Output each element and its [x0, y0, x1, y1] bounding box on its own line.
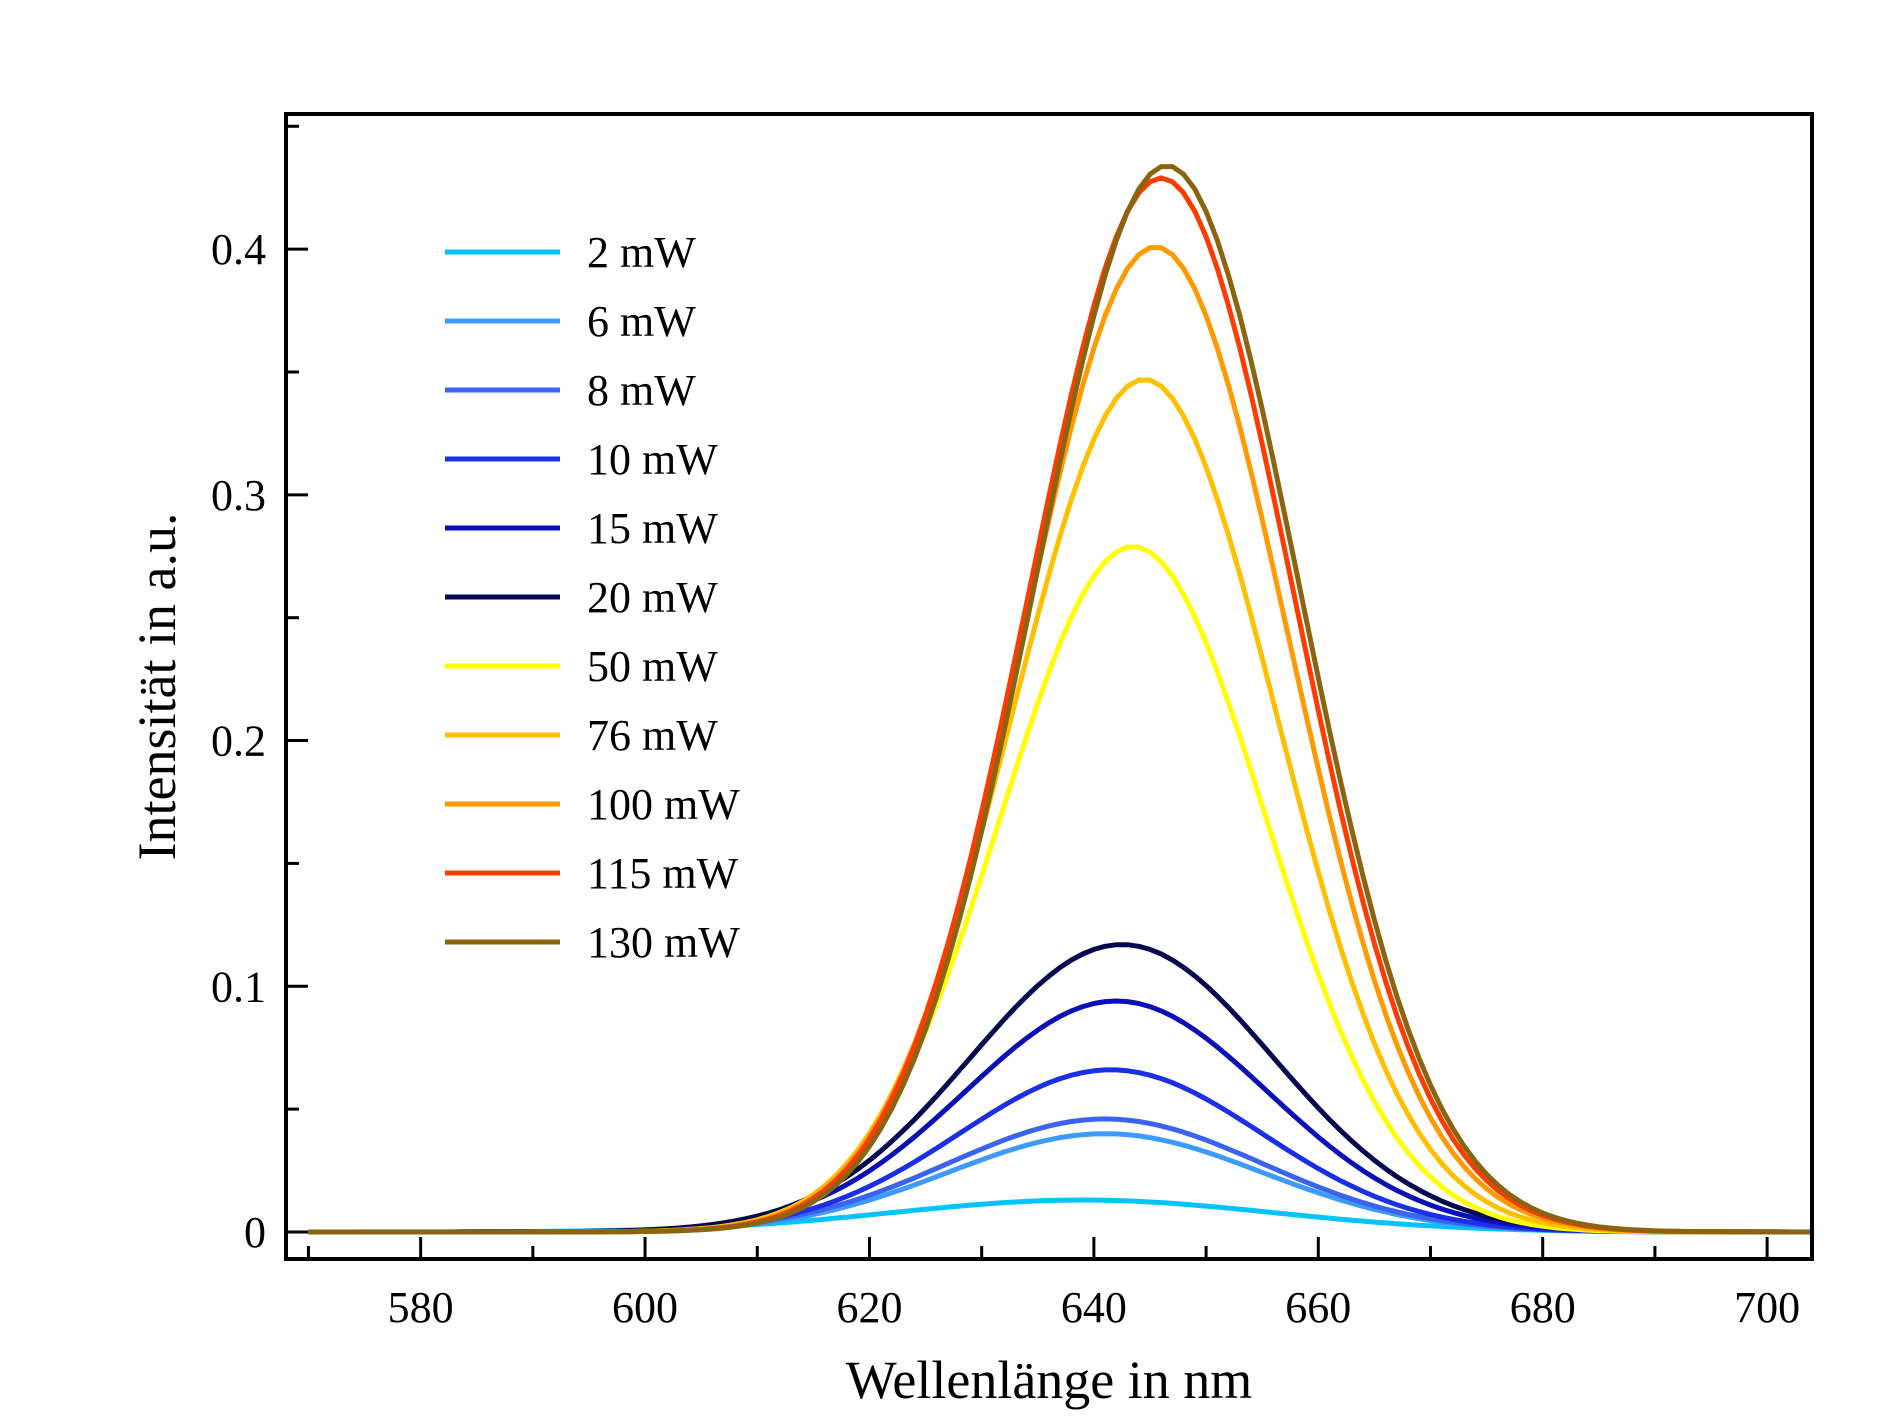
legend-label: 20 mW	[587, 573, 718, 622]
series-layer	[308, 164, 1813, 1235]
legend-label: 76 mW	[587, 711, 718, 760]
legend-label: 50 mW	[587, 642, 718, 691]
series-line-20-mw	[308, 942, 1812, 1235]
legend-label: 6 mW	[587, 297, 696, 346]
legend: 2 mW 6 mW 8 mW 10 mW 15 mW 20 mW 50 mW 76 mW 100…	[445, 228, 740, 967]
legend-label: 130 mW	[587, 918, 740, 967]
series-line-10-mw	[308, 1067, 1812, 1235]
axes-layer: 580 600 620 640 660 680 700 0 0.1 0.2 0.3 0.4	[211, 112, 1814, 1332]
x-axis-label: Wellenlänge in nm	[846, 1350, 1253, 1410]
y-axis-label: Intensität in a.u.	[127, 513, 187, 861]
legend-label: 8 mW	[587, 366, 696, 415]
x-tick-label: 600	[612, 1283, 678, 1332]
series-line-50-mw	[308, 544, 1812, 1235]
x-tick-label: 660	[1285, 1283, 1351, 1332]
y-tick-label: 0.3	[211, 471, 266, 520]
x-tick-label: 680	[1510, 1283, 1576, 1332]
legend-label: 2 mW	[587, 228, 696, 277]
series-line-130-mw	[308, 164, 1812, 1235]
plot-frame	[284, 112, 1814, 1261]
series-line-15-mw	[308, 998, 1812, 1235]
x-tick-label: 580	[388, 1283, 454, 1332]
y-tick-label: 0	[244, 1208, 266, 1257]
legend-label: 15 mW	[587, 504, 718, 553]
series-line-115-mw	[308, 175, 1812, 1235]
legend-label: 10 mW	[587, 435, 718, 484]
x-tick-label: 620	[836, 1283, 902, 1332]
x-tick-label: 640	[1061, 1283, 1127, 1332]
x-tick-label: 700	[1734, 1283, 1800, 1332]
series-line-100-mw	[308, 245, 1812, 1235]
y-tick-label: 0.1	[211, 962, 266, 1011]
y-tick-label: 0.2	[211, 717, 266, 766]
legend-label: 100 mW	[587, 780, 740, 829]
y-tick-label: 0.4	[211, 225, 266, 274]
legend-label: 115 mW	[587, 849, 739, 898]
series-line-6-mw	[308, 1131, 1812, 1235]
